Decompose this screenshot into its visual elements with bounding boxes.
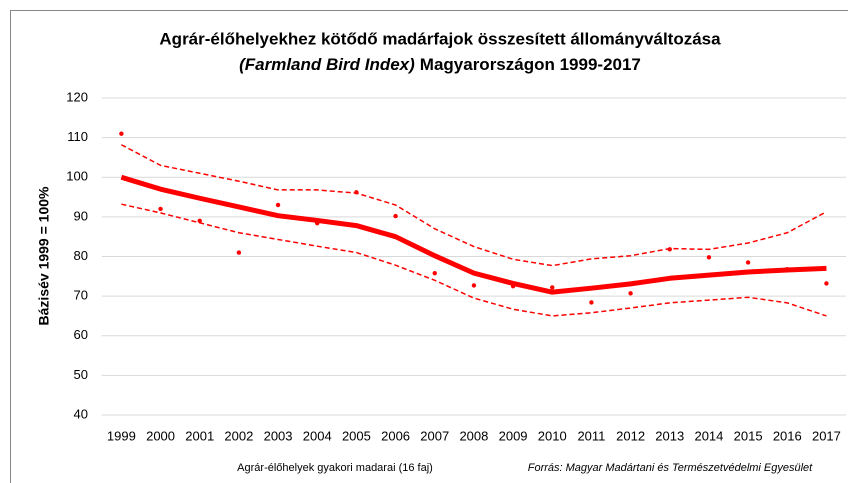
y-tick-label: 70 [74,288,88,303]
trend-line [120,174,827,295]
data-point [393,213,398,219]
x-tick-label: 2012 [616,428,645,443]
y-tick-label: 110 [67,129,88,144]
x-tick-label: 2015 [734,428,763,443]
confidence-line [121,144,827,267]
data-point [354,190,359,195]
y-tick-label: 40 [74,406,88,421]
data-point [158,206,163,212]
data-point [745,260,751,265]
x-tick-label: 2002 [224,428,253,443]
data-point [275,202,281,208]
y-tick-label: 90 [74,208,88,223]
x-tick-label: 2009 [499,428,528,443]
x-tick-label: 2013 [655,428,684,443]
data-point [432,270,437,276]
data-point [315,221,320,226]
title-rest: Magyarországon 1999-2017 [420,55,641,74]
confidence-line [121,203,827,317]
x-tick-label: 2004 [303,428,332,443]
y-tick-label: 60 [74,327,88,342]
data-point [119,131,124,136]
x-tick-label: 2008 [459,428,488,443]
data-point [510,284,516,289]
data-point [197,218,202,224]
x-tick-label: 2000 [146,428,175,443]
frame [10,10,848,483]
y-tick-label: 100 [66,169,88,184]
y-tick-label: 50 [74,367,88,382]
data-point [628,291,633,296]
source: Forrás: Magyar Madártani és Természetvéd… [528,462,813,474]
x-tick-label: 2016 [773,428,802,443]
data-point [589,300,594,305]
data-point [550,285,555,290]
x-tick-label: 2003 [264,428,293,443]
x-tick-label: 2007 [420,428,449,443]
x-tick-label: 2001 [185,428,214,443]
x-tick-label: 2017 [812,428,841,443]
data-point [706,255,712,260]
data-point [236,250,242,255]
data-point [785,266,790,272]
data-point [824,281,829,286]
x-tick-label: 2010 [538,428,567,443]
x-tick-label: 2006 [381,428,410,443]
title-line2: (Farmland Bird Index) Magyarországon 1999… [239,55,641,74]
x-tick-label: 2014 [694,428,723,443]
x-tick-label: 2005 [342,428,371,443]
title-italic: (Farmland Bird Index) [239,55,415,74]
y-tick-label: 120 [66,89,88,104]
footnote: Agrár-élőhelyek gyakori madarai (16 faj) [237,462,433,474]
title-line1: Agrár-élőhelyekhez kötődő madárfajok öss… [159,29,721,48]
x-tick-label: 1999 [107,428,136,443]
data-point [667,247,672,252]
data-point [471,283,477,288]
y-tick-label: 80 [74,248,88,263]
x-tick-label: 2011 [577,428,605,443]
y-axis-label: Bázisév 1999 = 100% [36,186,52,325]
